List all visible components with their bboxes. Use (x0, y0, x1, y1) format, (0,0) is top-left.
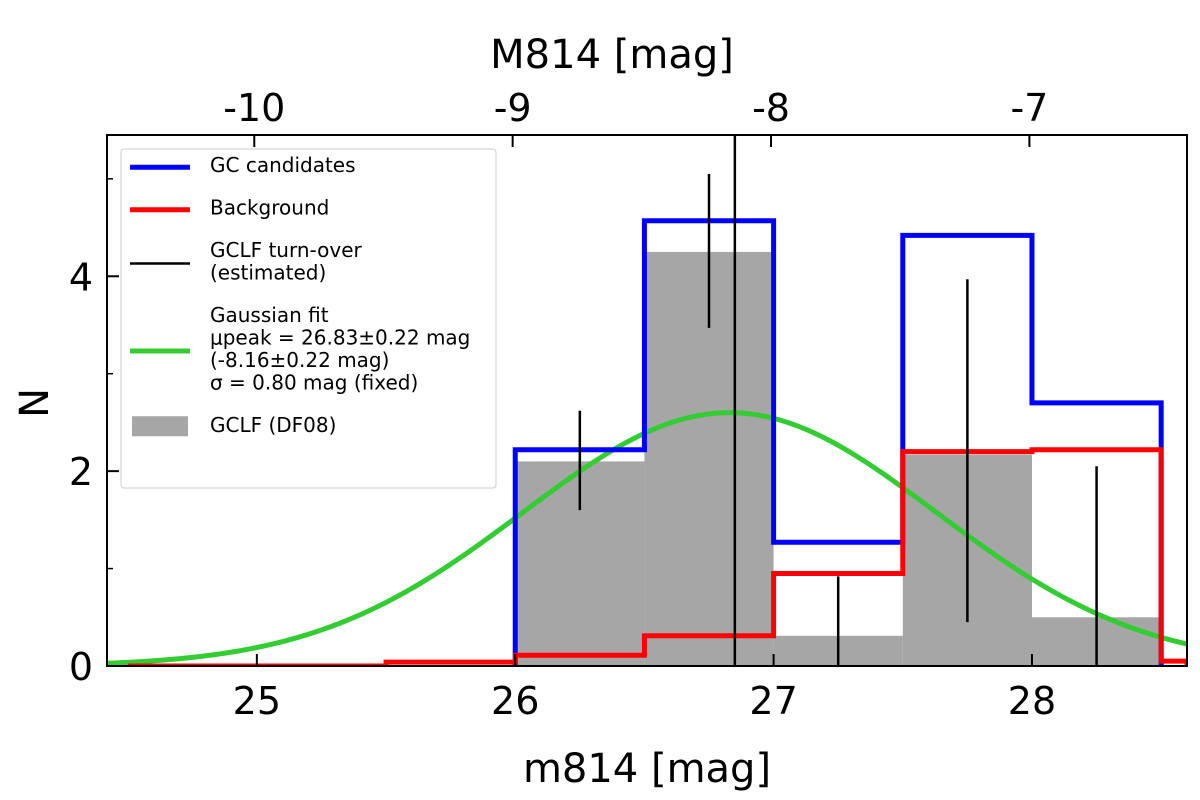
x2-tick-label: -8 (752, 86, 790, 130)
legend-entry-label: GCLF turn-over (210, 238, 362, 262)
legend-entry-label: Background (210, 196, 329, 220)
legend-box (120, 148, 497, 489)
legend-entry-label: Gaussian fit (210, 303, 329, 327)
legend-swatch-patch (132, 416, 188, 437)
legend-entry-label: μpeak = 26.83±0.22 mag (210, 326, 470, 350)
legend-entry-label: GCLF (DF08) (210, 413, 336, 437)
gc-candidates-step-line (512, 218, 1164, 666)
legend-entry-label: (-8.16±0.22 mag) (210, 348, 389, 372)
x2-tick-label: -9 (494, 86, 532, 130)
y-tick-label: 2 (69, 450, 93, 494)
x2-tick-label: -7 (1010, 86, 1048, 130)
x-tick-label: 26 (491, 679, 539, 723)
gaussian-fit-line (107, 410, 1187, 666)
plot-frame (106, 134, 1188, 667)
x-tick-label: 27 (749, 679, 797, 723)
x2-axis-title: M814 [mag] (490, 32, 734, 78)
axis-labels: 25 26 27 28 -10 -9 -8 -7 0 2 4 m814 [mag] M814 [mag]… (12, 32, 1056, 792)
legend: GC candidates Background GCLF turn-over(es… (120, 148, 497, 489)
x-tick-label: 28 (1008, 679, 1056, 723)
legend-entry-label: (estimated) (210, 261, 326, 285)
y-tick-label: 4 (69, 255, 93, 299)
background-step-line (127, 447, 1187, 666)
legend-entry-label: σ = 0.80 mag (fixed) (210, 371, 418, 395)
y-axis-title: N (12, 388, 58, 418)
x2-tick-label: -10 (223, 86, 285, 130)
y-tick-label: 0 (69, 645, 93, 689)
legend-entry-label: GC candidates (210, 153, 356, 177)
x-tick-label: 25 (233, 679, 281, 723)
x-axis-title: m814 [mag] (523, 746, 771, 792)
histogram-lines (107, 135, 1187, 666)
